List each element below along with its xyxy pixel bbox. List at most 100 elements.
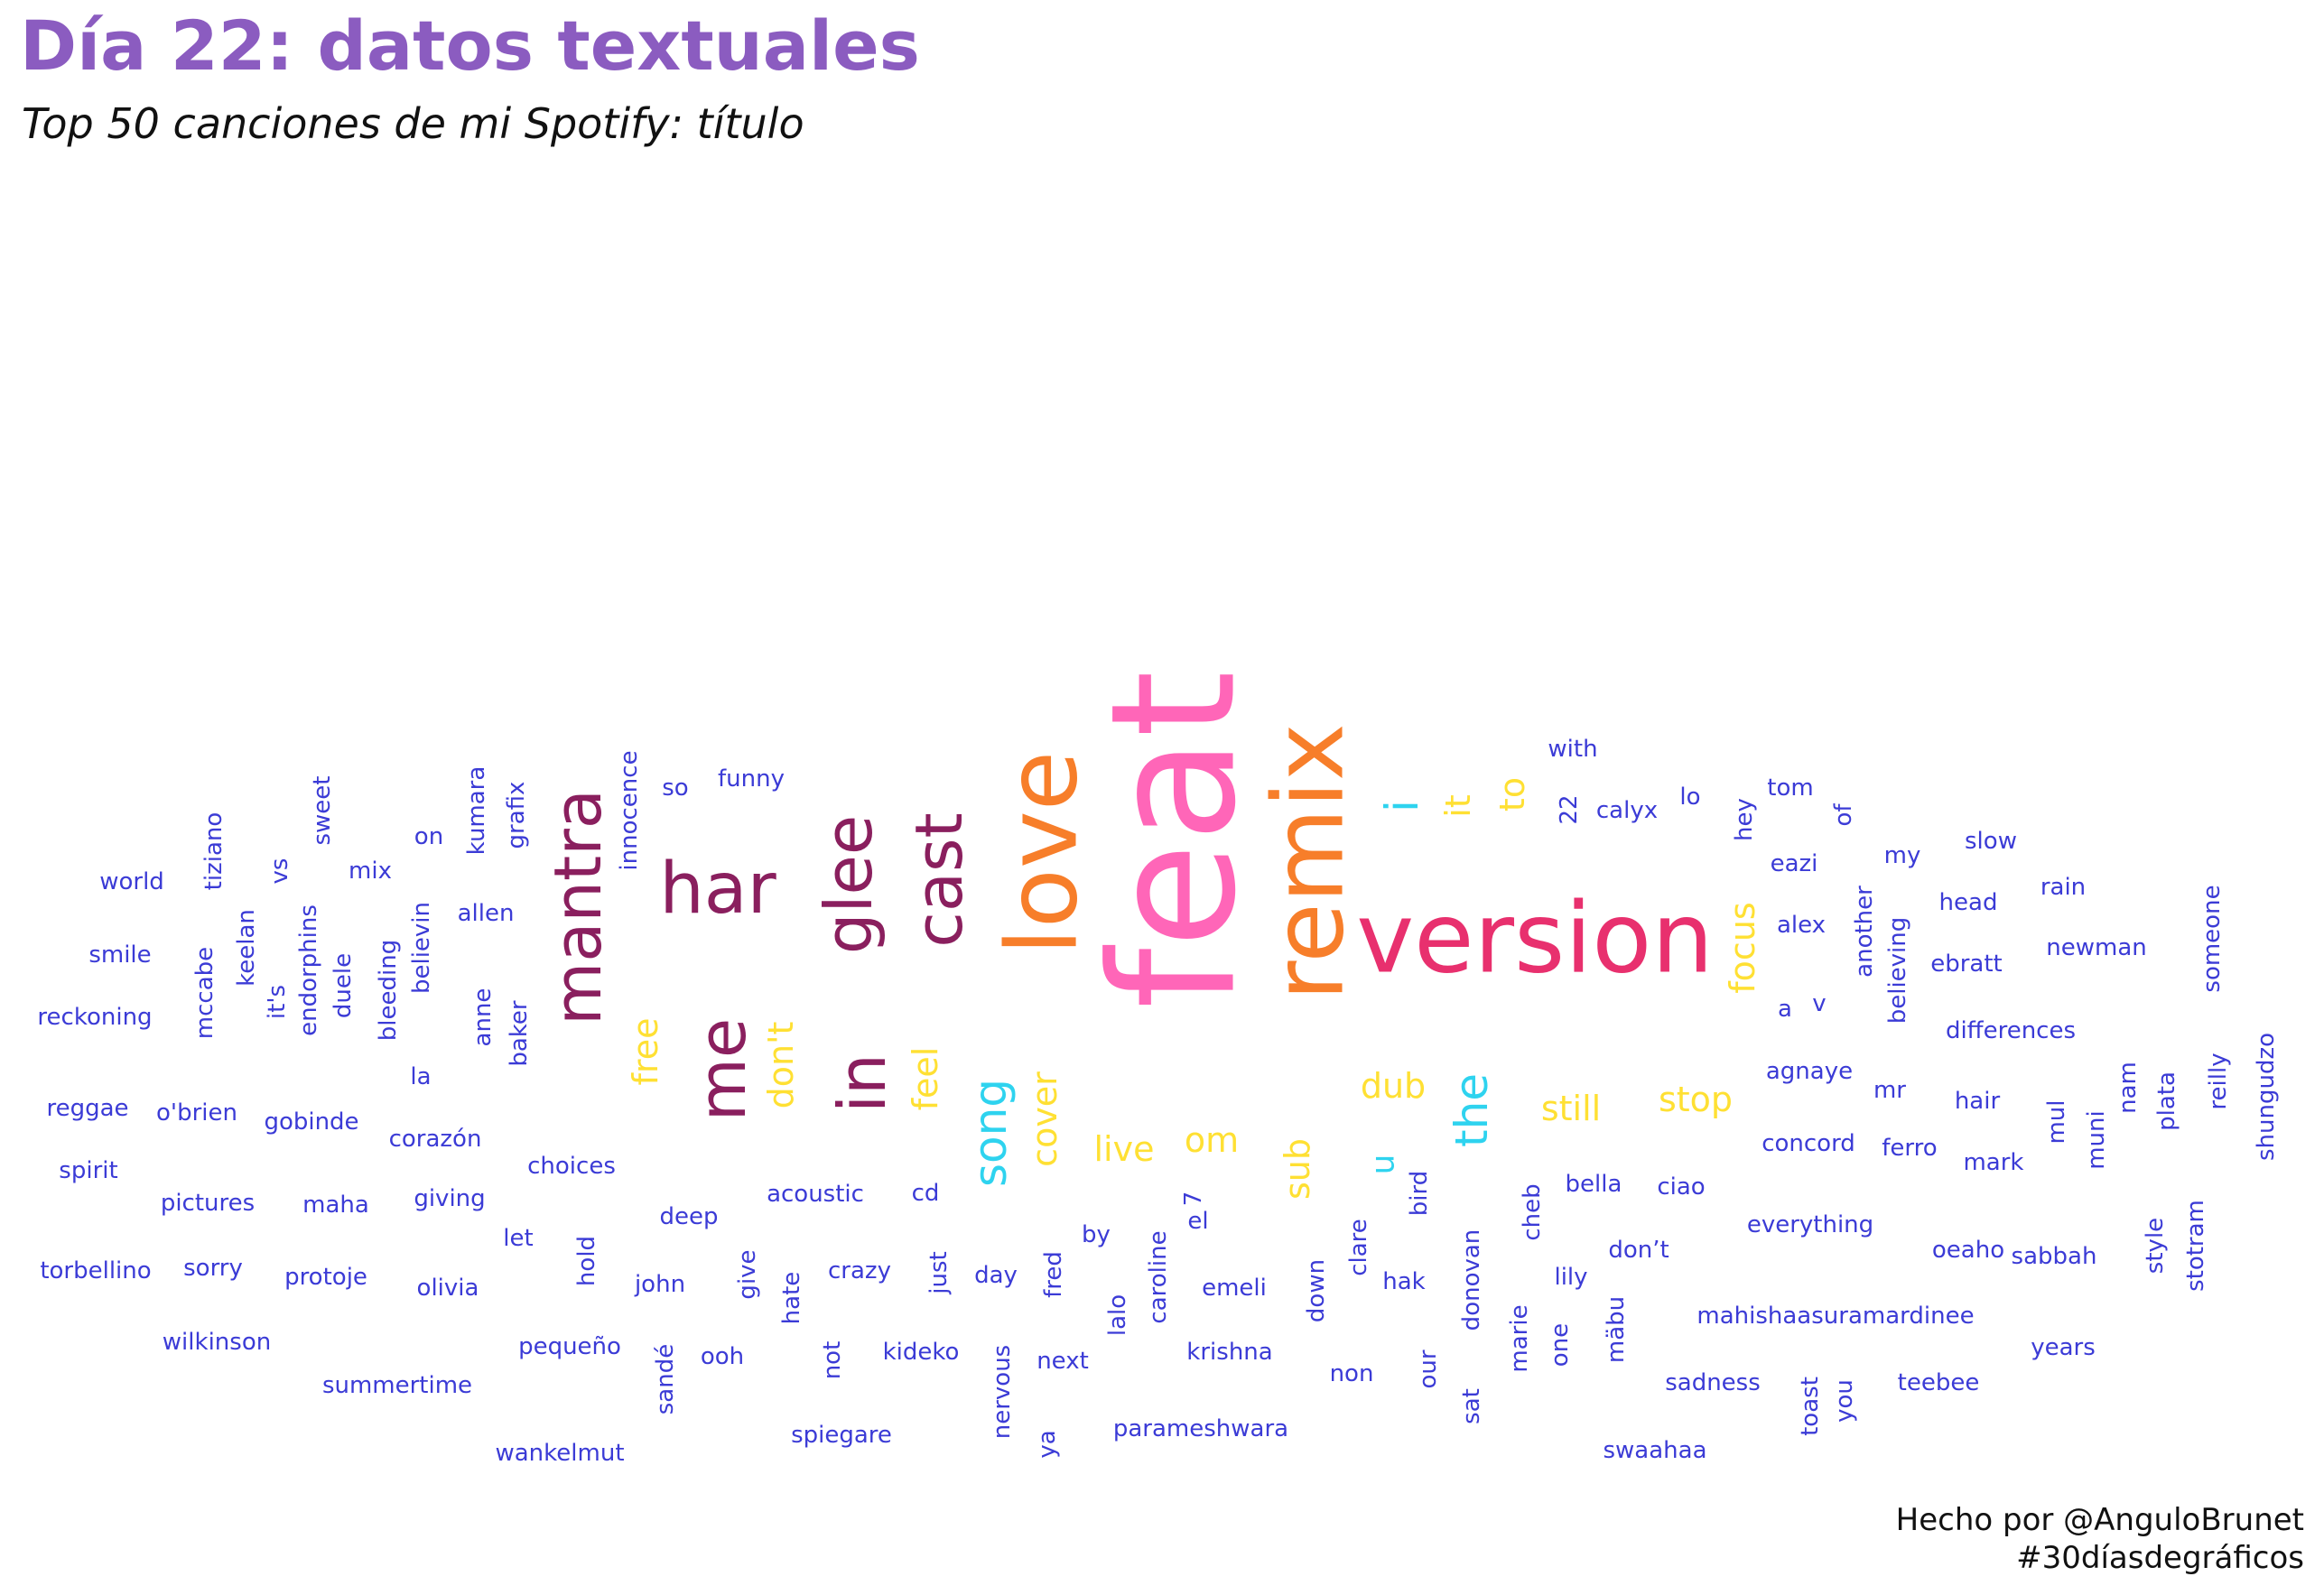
word-73: crazy	[828, 1257, 891, 1284]
word-76: fred	[1040, 1251, 1067, 1298]
word-5: mantra	[540, 789, 616, 1025]
word-119: toast	[1797, 1377, 1824, 1436]
word-155: calyx	[1596, 797, 1658, 824]
word-79: pequeño	[518, 1333, 621, 1360]
word-2: love	[987, 751, 1100, 955]
word-35: tiziano	[200, 812, 228, 891]
word-149: my	[1884, 842, 1921, 869]
word-54: gobinde	[264, 1108, 358, 1136]
word-7: cast	[901, 812, 977, 947]
word-109: ciao	[1657, 1173, 1705, 1201]
word-22: om	[1185, 1120, 1239, 1160]
word-130: stotram	[2182, 1200, 2209, 1292]
word-111: don’t	[1608, 1237, 1669, 1264]
word-108: bella	[1566, 1171, 1622, 1198]
word-113: swaahaa	[1603, 1437, 1706, 1464]
word-134: plata	[2153, 1071, 2180, 1131]
word-122: oeaho	[1932, 1237, 2004, 1264]
word-141: another	[1851, 886, 1878, 978]
word-66: sorry	[183, 1255, 243, 1282]
word-78: summertime	[322, 1372, 472, 1399]
word-32: kumara	[463, 766, 490, 856]
word-13: u	[1365, 1155, 1402, 1175]
word-42: duele	[330, 953, 357, 1018]
word-104: sat	[1458, 1388, 1485, 1424]
credit-hashtag: #30díasdegráficos	[2016, 1540, 2304, 1576]
word-123: ferro	[1882, 1135, 1937, 1162]
word-105: cheb	[1519, 1183, 1546, 1240]
word-145: someone	[2199, 885, 2226, 992]
word-142: alex	[1777, 912, 1826, 939]
word-81: ooh	[701, 1343, 744, 1370]
word-128: years	[2031, 1334, 2096, 1361]
word-68: olivia	[417, 1275, 479, 1302]
word-137: differences	[1946, 1017, 2076, 1044]
word-0: feat	[1074, 671, 1274, 1009]
word-118: agnaye	[1766, 1058, 1853, 1085]
word-94: emeli	[1202, 1275, 1267, 1302]
word-98: clare	[1345, 1219, 1372, 1276]
word-14: it	[1438, 794, 1478, 817]
word-99: non	[1330, 1360, 1374, 1387]
word-90: 7	[1180, 1192, 1207, 1207]
word-59: maha	[302, 1192, 369, 1219]
word-92: caroline	[1145, 1230, 1172, 1323]
word-57: choices	[527, 1153, 616, 1180]
word-136: shungudzo	[2253, 1033, 2280, 1161]
word-112: mäbu	[1603, 1296, 1630, 1363]
word-126: mark	[1963, 1149, 2023, 1176]
word-50: baker	[506, 1000, 533, 1067]
word-58: pictures	[161, 1190, 255, 1217]
word-10: i	[1376, 800, 1428, 812]
word-107: one	[1547, 1323, 1574, 1367]
word-88: ya	[1034, 1430, 1061, 1458]
word-47: smile	[88, 941, 151, 969]
word-115: mahishaasuramardinee	[1697, 1303, 1974, 1330]
word-38: world	[99, 868, 164, 895]
word-70: john	[634, 1271, 685, 1298]
word-4: har	[659, 849, 776, 930]
word-25: still	[1541, 1089, 1601, 1128]
word-49: anne	[469, 988, 497, 1047]
word-37: mix	[349, 858, 392, 885]
word-43: endorphins	[295, 904, 322, 1036]
word-61: let	[503, 1225, 533, 1252]
word-152: of	[1830, 803, 1857, 827]
word-125: hair	[1955, 1088, 2001, 1115]
word-24: dub	[1361, 1066, 1426, 1106]
word-87: spiegare	[791, 1422, 892, 1449]
word-129: style	[2142, 1218, 2169, 1274]
word-39: allen	[458, 900, 515, 927]
word-147: rain	[2040, 874, 2086, 901]
word-151: hey	[1731, 798, 1758, 841]
word-93: lalo	[1104, 1294, 1131, 1336]
word-23: sub	[1278, 1138, 1317, 1200]
word-84: nervous	[989, 1345, 1016, 1439]
word-150: slow	[1965, 828, 2017, 855]
word-33: on	[414, 823, 443, 850]
word-143: ebratt	[1930, 951, 2003, 978]
word-75: day	[974, 1262, 1018, 1289]
word-46: mccabe	[191, 947, 218, 1039]
word-34: sweet	[309, 776, 336, 846]
word-120: you	[1831, 1379, 1858, 1423]
word-64: cd	[912, 1180, 940, 1207]
word-62: deep	[660, 1203, 719, 1230]
word-30: innocence	[616, 750, 643, 870]
word-82: not	[819, 1341, 846, 1380]
word-3: version	[1356, 883, 1714, 996]
word-52: reggae	[46, 1095, 128, 1122]
word-8: me	[684, 1018, 760, 1121]
word-11: song	[964, 1079, 1017, 1187]
word-18: don't	[761, 1022, 801, 1109]
word-132: muni	[2083, 1110, 2110, 1170]
word-86: wankelmut	[495, 1440, 624, 1467]
word-48: reckoning	[37, 1004, 152, 1031]
word-67: protoje	[284, 1264, 367, 1291]
word-121: teebee	[1898, 1369, 1980, 1396]
word-114: sadness	[1665, 1369, 1761, 1396]
chart-subtitle: Top 50 canciones de mi Spotify: título	[22, 99, 804, 148]
word-135: reilly	[2205, 1053, 2232, 1109]
word-101: hak	[1382, 1268, 1425, 1295]
